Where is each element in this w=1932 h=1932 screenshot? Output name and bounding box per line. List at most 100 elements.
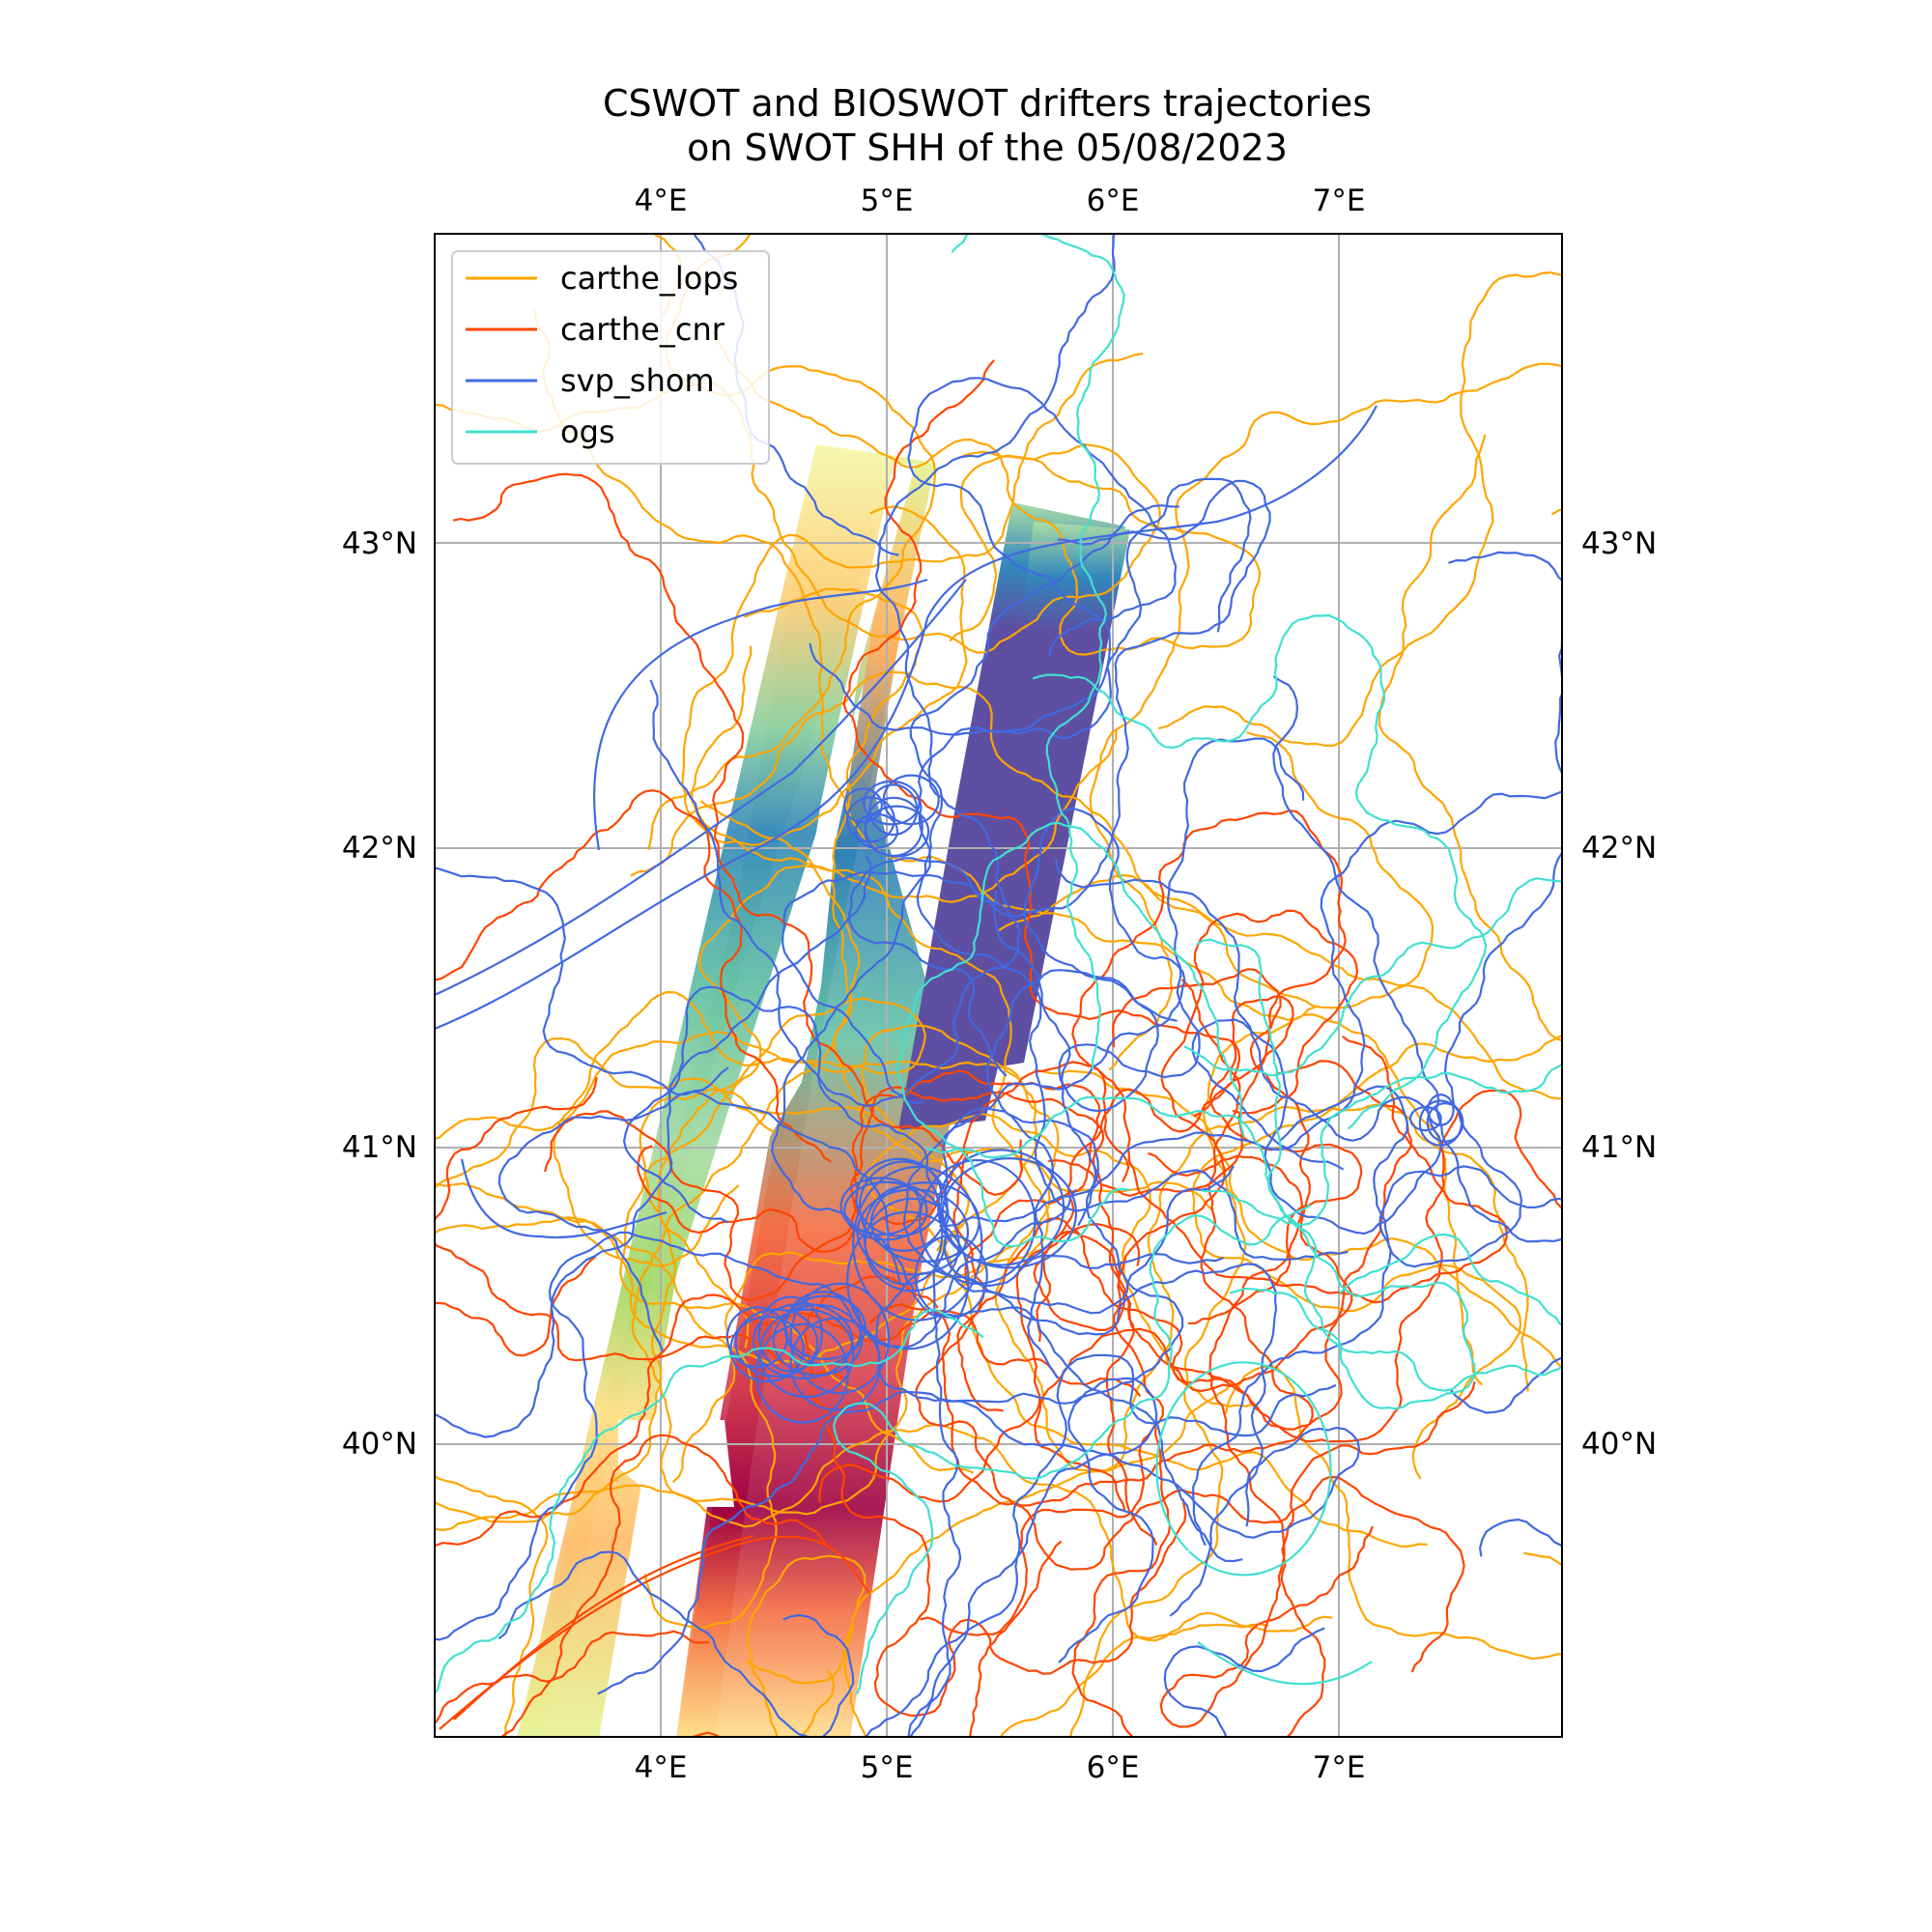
trajectory-carthe-lops bbox=[618, 730, 1118, 1474]
trajectory-carthe-lops bbox=[647, 234, 937, 850]
y-tick-right-42N: 42°N bbox=[1581, 831, 1657, 866]
trajectory-svp-shom bbox=[1192, 1165, 1562, 1547]
trajectory-carthe-lops bbox=[435, 1037, 775, 1737]
chart-title: CSWOT and BIOSWOT drifters trajectories … bbox=[0, 81, 1932, 170]
trajectory-carthe-lops bbox=[1225, 1365, 1562, 1661]
trajectory-carthe-cnr bbox=[435, 1076, 1142, 1398]
x-tick-bottom-5E: 5°E bbox=[861, 1750, 914, 1785]
eddy-loops-svp-shom bbox=[1408, 1094, 1464, 1147]
trajectory-carthe-cnr bbox=[868, 979, 1314, 1507]
trajectory-svp-shom bbox=[1055, 858, 1443, 1236]
title-line-2: on SWOT SHH of the 05/08/2023 bbox=[687, 127, 1288, 169]
trajectory-svp-shom bbox=[902, 1107, 1278, 1617]
trajectory-carthe-cnr bbox=[452, 472, 1024, 1197]
trajectory-svp-shom bbox=[435, 855, 872, 1438]
trajectory-svp-shom bbox=[771, 477, 1252, 1285]
trajectory-svp-shom bbox=[942, 807, 1224, 1288]
trajectory-ogs bbox=[1202, 1063, 1562, 1227]
legend-box bbox=[451, 250, 770, 465]
x-tick-top-6E: 6°E bbox=[1087, 184, 1140, 218]
eddy-loops-svp-shom bbox=[842, 774, 940, 858]
trajectory-svp-shom bbox=[875, 1165, 1235, 1663]
eddy-loops-svp-shom bbox=[839, 1149, 1077, 1350]
trajectory-ogs bbox=[1196, 938, 1562, 1392]
trajectory-carthe-lops bbox=[435, 1088, 879, 1523]
legend-label-carthe-cnr: carthe_cnr bbox=[560, 311, 725, 348]
y-tick-left-42N: 42°N bbox=[342, 831, 417, 866]
axis-ticks: 4°E 5°E 6°E 7°E 4°E 5°E 6°E 7°E 43°N 42°… bbox=[342, 184, 1657, 1785]
trajectory-carthe-cnr bbox=[544, 1069, 1101, 1302]
x-tick-bottom-6E: 6°E bbox=[1087, 1750, 1140, 1785]
trajectory-svp-shom bbox=[1272, 675, 1562, 1557]
trajectory-svp-shom bbox=[597, 891, 1184, 1695]
trajectory-svp-shom-long bbox=[435, 579, 967, 996]
title-line-1: CSWOT and BIOSWOT drifters trajectories bbox=[602, 82, 1372, 125]
trajectory-carthe-cnr bbox=[842, 359, 1241, 1118]
trajectory-carthe-cnr bbox=[915, 1152, 1465, 1673]
trajectory-svp-shom bbox=[985, 737, 1305, 1227]
trajectory-carthe-cnr-southwest bbox=[453, 1534, 754, 1720]
trajectory-carthe-lops bbox=[998, 873, 1562, 1567]
y-tick-left-41N: 41°N bbox=[342, 1130, 417, 1165]
trajectory-carthe-lops bbox=[681, 352, 1144, 847]
trajectory-svp-shom-west bbox=[460, 1158, 668, 1239]
trajectory-carthe-cnr bbox=[435, 1255, 851, 1548]
legend: carthe_lops carthe_cnr svp_shom ogs bbox=[451, 250, 770, 465]
legend-label-ogs: ogs bbox=[560, 413, 615, 450]
trajectory-carthe-lops bbox=[1034, 1068, 1562, 1470]
x-tick-top-4E: 4°E bbox=[635, 184, 688, 218]
trajectory-carthe-lops bbox=[1191, 1034, 1562, 1480]
trajectory-svp-shom bbox=[497, 1353, 1337, 1737]
legend-label-svp-shom: svp_shom bbox=[560, 362, 715, 399]
y-tick-right-41N: 41°N bbox=[1581, 1130, 1657, 1165]
plot-frame bbox=[434, 233, 1563, 1738]
y-tick-left-43N: 43°N bbox=[342, 526, 417, 561]
trajectory-ogs bbox=[435, 1309, 984, 1696]
y-tick-left-40N: 40°N bbox=[342, 1427, 417, 1462]
trajectory-carthe-cnr bbox=[435, 788, 832, 1163]
trajectory-carthe-lops bbox=[800, 1005, 1318, 1737]
trajectory-carthe-lops bbox=[435, 1024, 1037, 1364]
swath-east-right bbox=[966, 522, 1130, 1072]
trajectory-carthe-lops bbox=[746, 1554, 1269, 1737]
trajectory-carthe-cnr bbox=[1117, 1089, 1562, 1443]
trajectory-carthe-cnr bbox=[803, 1275, 1187, 1718]
trajectory-ogs-loop bbox=[1155, 1361, 1373, 1686]
trajectory-carthe-lops bbox=[631, 800, 1015, 1516]
trajectory-svp-shom bbox=[1163, 1627, 1325, 1737]
trajectory-carthe-cnr bbox=[435, 1434, 827, 1737]
trajectory-svp-shom bbox=[847, 479, 1271, 1077]
trajectory-ogs bbox=[833, 1204, 1312, 1695]
trajectory-carthe-lops bbox=[630, 670, 1435, 1009]
trajectory-svp-shom bbox=[874, 234, 1116, 909]
trajectory-svp-shom bbox=[592, 578, 928, 851]
trajectory-carthe-cnr bbox=[1033, 909, 1359, 1332]
trajectory-svp-shom bbox=[939, 789, 1562, 1228]
y-tick-right-40N: 40°N bbox=[1581, 1427, 1657, 1462]
trajectory-carthe-cnr bbox=[880, 1036, 1508, 1304]
trajectory-svp-shom bbox=[1279, 551, 1562, 1268]
trajectory-carthe-lops bbox=[1158, 270, 1562, 748]
trajectory-svp-shom bbox=[622, 985, 962, 1737]
trajectory-svp-shom bbox=[435, 1188, 1077, 1641]
y-tick-right-43N: 43°N bbox=[1581, 526, 1657, 561]
swot-ssh-swaths bbox=[517, 444, 1130, 1737]
trajectory-svp-shom bbox=[909, 504, 1349, 1261]
trajectory-svp-shom bbox=[649, 679, 1021, 1108]
trajectory-ogs bbox=[896, 821, 1245, 1248]
trajectory-carthe-lops bbox=[671, 645, 1050, 1484]
trajectory-ogs bbox=[1032, 613, 1488, 1130]
trajectory-carthe-lops bbox=[745, 1103, 1529, 1685]
x-tick-top-7E: 7°E bbox=[1313, 184, 1366, 218]
swath-gap bbox=[768, 464, 916, 1140]
trajectory-carthe-cnr bbox=[692, 1540, 1063, 1737]
legend-label-carthe-lops: carthe_lops bbox=[560, 260, 738, 297]
trajectory-svp-shom bbox=[782, 1426, 1361, 1737]
trajectory-ogs bbox=[951, 234, 1125, 1069]
trajectory-carthe-cnr bbox=[637, 1086, 1158, 1547]
trajectory-carthe-lops bbox=[867, 1112, 1428, 1548]
trajectory-carthe-lops bbox=[435, 1031, 1234, 1473]
trajectory-ogs bbox=[1183, 877, 1562, 1077]
trajectory-ogs bbox=[925, 1095, 1476, 1410]
